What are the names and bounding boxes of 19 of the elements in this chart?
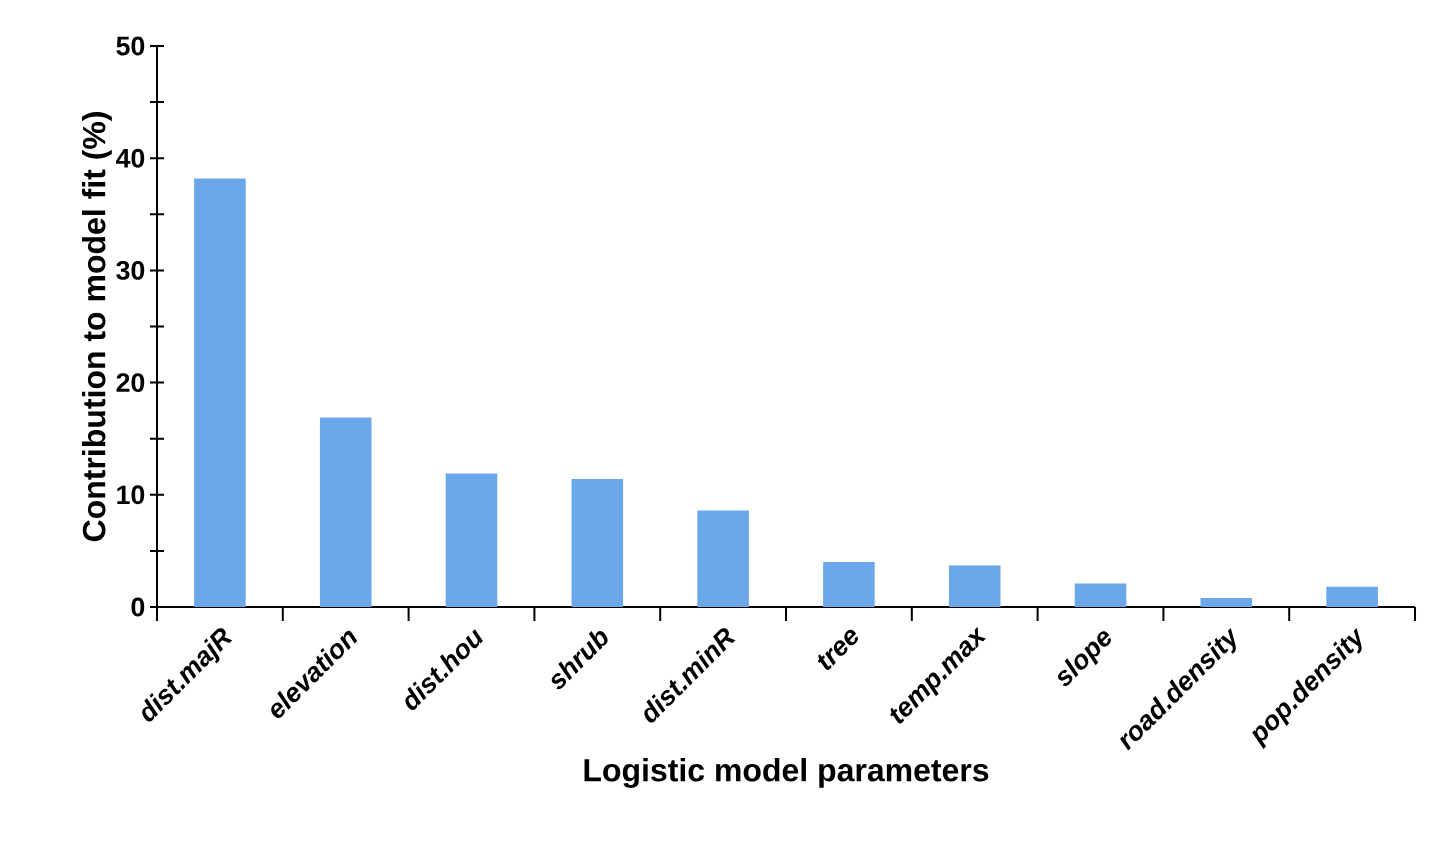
y-tick-label: 20 bbox=[116, 373, 145, 393]
y-tick-label: 10 bbox=[117, 485, 145, 505]
bar bbox=[194, 178, 246, 607]
bar bbox=[823, 562, 875, 607]
bar bbox=[571, 479, 624, 607]
bar bbox=[697, 510, 749, 607]
bar bbox=[1326, 586, 1378, 607]
y-tick-label: 30 bbox=[116, 260, 145, 280]
bar bbox=[445, 473, 498, 607]
y-tick-label: 0 bbox=[131, 597, 145, 617]
y-axis-title: Contribution to model fit (%) bbox=[81, 112, 112, 542]
y-tick-label: 50 bbox=[116, 36, 145, 56]
bar bbox=[948, 565, 1001, 607]
bar bbox=[1074, 583, 1127, 607]
x-axis-title: Logistic model parameters bbox=[584, 757, 989, 788]
bar bbox=[319, 417, 372, 607]
x-tick-label: tree bbox=[817, 629, 858, 670]
y-tick-label: 40 bbox=[116, 148, 145, 168]
bar bbox=[1200, 598, 1253, 607]
